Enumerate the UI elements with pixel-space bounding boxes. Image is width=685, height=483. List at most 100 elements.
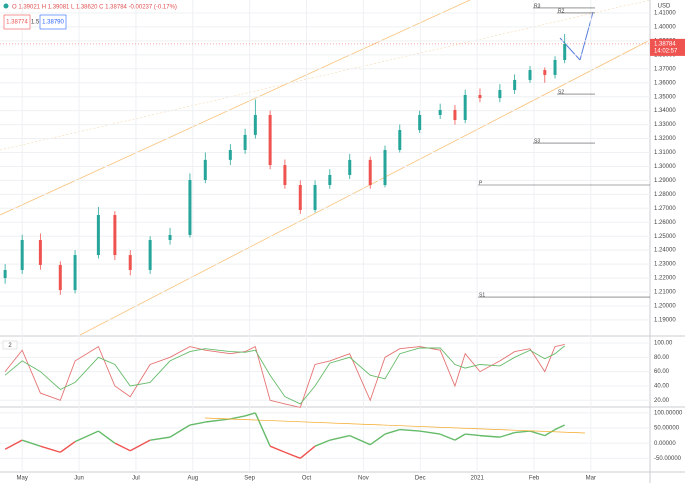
oscillator-segment: [284, 451, 301, 459]
oscillator-segment: [4, 439, 23, 450]
candle-body: [128, 255, 132, 270]
oscillator-segment: [439, 433, 456, 441]
channel-line: [79, 39, 651, 336]
candle-body: [113, 215, 117, 256]
currency: USD: [658, 4, 671, 10]
candle-body: [38, 239, 42, 265]
y-tick-label: 0.00000: [654, 441, 676, 447]
bid-box[interactable]: [3, 14, 31, 30]
candle-body: [253, 114, 257, 135]
y-tick-label: 1.27000: [654, 206, 676, 212]
study-label: 2: [8, 343, 12, 349]
y-tick-label: 1.19000: [654, 318, 676, 324]
countdown: 14:02:57: [654, 48, 678, 54]
candle-body: [298, 185, 302, 210]
candle-body: [20, 239, 24, 270]
projection: [559, 37, 581, 61]
study-badge[interactable]: [2, 340, 18, 350]
candle-body: [368, 159, 372, 186]
y-tick-label: 20.00: [654, 398, 670, 404]
x-tick-label: Aug: [187, 476, 198, 482]
x-tick-label: May: [17, 476, 28, 482]
candle-body: [498, 89, 502, 99]
last-price-box: [650, 38, 685, 56]
candle-body: [543, 70, 547, 75]
y-tick-label: 1.26000: [654, 220, 676, 226]
oscillator-segment: [97, 430, 116, 444]
oscillator-segment: [499, 431, 515, 438]
y-tick-label: 100.00000: [654, 411, 683, 417]
candle-body: [58, 264, 62, 291]
y-tick-label: 1.34000: [654, 108, 676, 114]
y-tick-label: 1.22000: [654, 276, 676, 282]
x-tick-label: Jun: [74, 476, 84, 482]
candle-body: [168, 234, 172, 240]
y-tick-label: -50.00000: [654, 456, 682, 462]
y-tick-label: 1.41000: [654, 11, 676, 17]
y-tick-label: 1.33000: [654, 122, 676, 128]
candle-body: [348, 159, 352, 175]
oscillator-segment: [114, 442, 131, 452]
oscillator-segment: [244, 412, 256, 417]
y-tick-label: 100.00: [654, 341, 673, 347]
oscillator-segment: [74, 430, 99, 443]
y-tick-label: 1.40000: [654, 25, 676, 31]
y-tick-label: 1.37000: [654, 66, 676, 72]
y-tick-label: 1.35000: [654, 94, 676, 100]
candle-body: [513, 79, 517, 90]
oscillator-segment: [189, 421, 206, 426]
y-tick-label: 1.31000: [654, 150, 676, 156]
x-tick-label: Nov: [358, 476, 369, 482]
y-tick-label: 80.00: [654, 355, 670, 361]
candle-body: [398, 130, 402, 150]
pivot-label: S3: [534, 138, 540, 144]
candle-body: [148, 239, 152, 270]
pivot-label: R3: [534, 3, 541, 9]
y-tick-label: 1.32000: [654, 136, 676, 142]
candle-body: [418, 114, 422, 131]
candle-body: [463, 95, 467, 120]
oscillator-segment: [129, 439, 151, 452]
y-tick-label: 60.00: [654, 369, 670, 375]
x-tick-label: Oct: [302, 476, 312, 482]
oscillator-segment: [21, 439, 41, 447]
candle-body: [328, 174, 332, 186]
y-tick-label: 50.00000: [654, 426, 680, 432]
ask-box[interactable]: [39, 14, 67, 30]
oscillator-segment: [544, 428, 556, 437]
y-tick-label: 1.25000: [654, 234, 676, 240]
stochastic-line: [4, 343, 565, 408]
oscillator-segment: [59, 441, 76, 453]
candle-body: [283, 165, 287, 186]
oscillator-segment: [514, 430, 531, 434]
trend-line: [204, 417, 586, 434]
oscillator-segment: [269, 445, 286, 453]
y-tick-label: 1.30000: [654, 164, 676, 170]
channel-line: [0, 0, 651, 151]
candle-body: [243, 134, 247, 150]
ask-price: 1.38790: [42, 20, 64, 26]
y-tick-label: 1.36000: [654, 80, 676, 86]
y-tick-label: 1.21000: [654, 290, 676, 296]
spread: 1.5: [31, 20, 40, 26]
oscillator-segment: [529, 430, 545, 437]
candle-body: [188, 179, 192, 235]
oscillator-segment: [349, 434, 371, 446]
candle-body: [453, 109, 457, 120]
oscillator-segment: [150, 436, 171, 441]
candle-body: [528, 70, 532, 80]
channel-line: [0, 0, 471, 216]
x-tick-label: Sep: [244, 476, 255, 482]
y-tick-label: 1.20000: [654, 304, 676, 310]
pivot-label: P: [479, 180, 483, 186]
candle-body: [563, 43, 567, 60]
oscillator-segment: [169, 424, 191, 438]
y-tick-label: 40.00: [654, 384, 670, 390]
y-tick-label: 1.23000: [654, 262, 676, 268]
x-tick-label: Jul: [132, 476, 140, 482]
oscillator-segment: [254, 412, 271, 447]
pivot-label: S2: [558, 89, 564, 95]
last-price-label: 1.38784: [654, 41, 676, 47]
